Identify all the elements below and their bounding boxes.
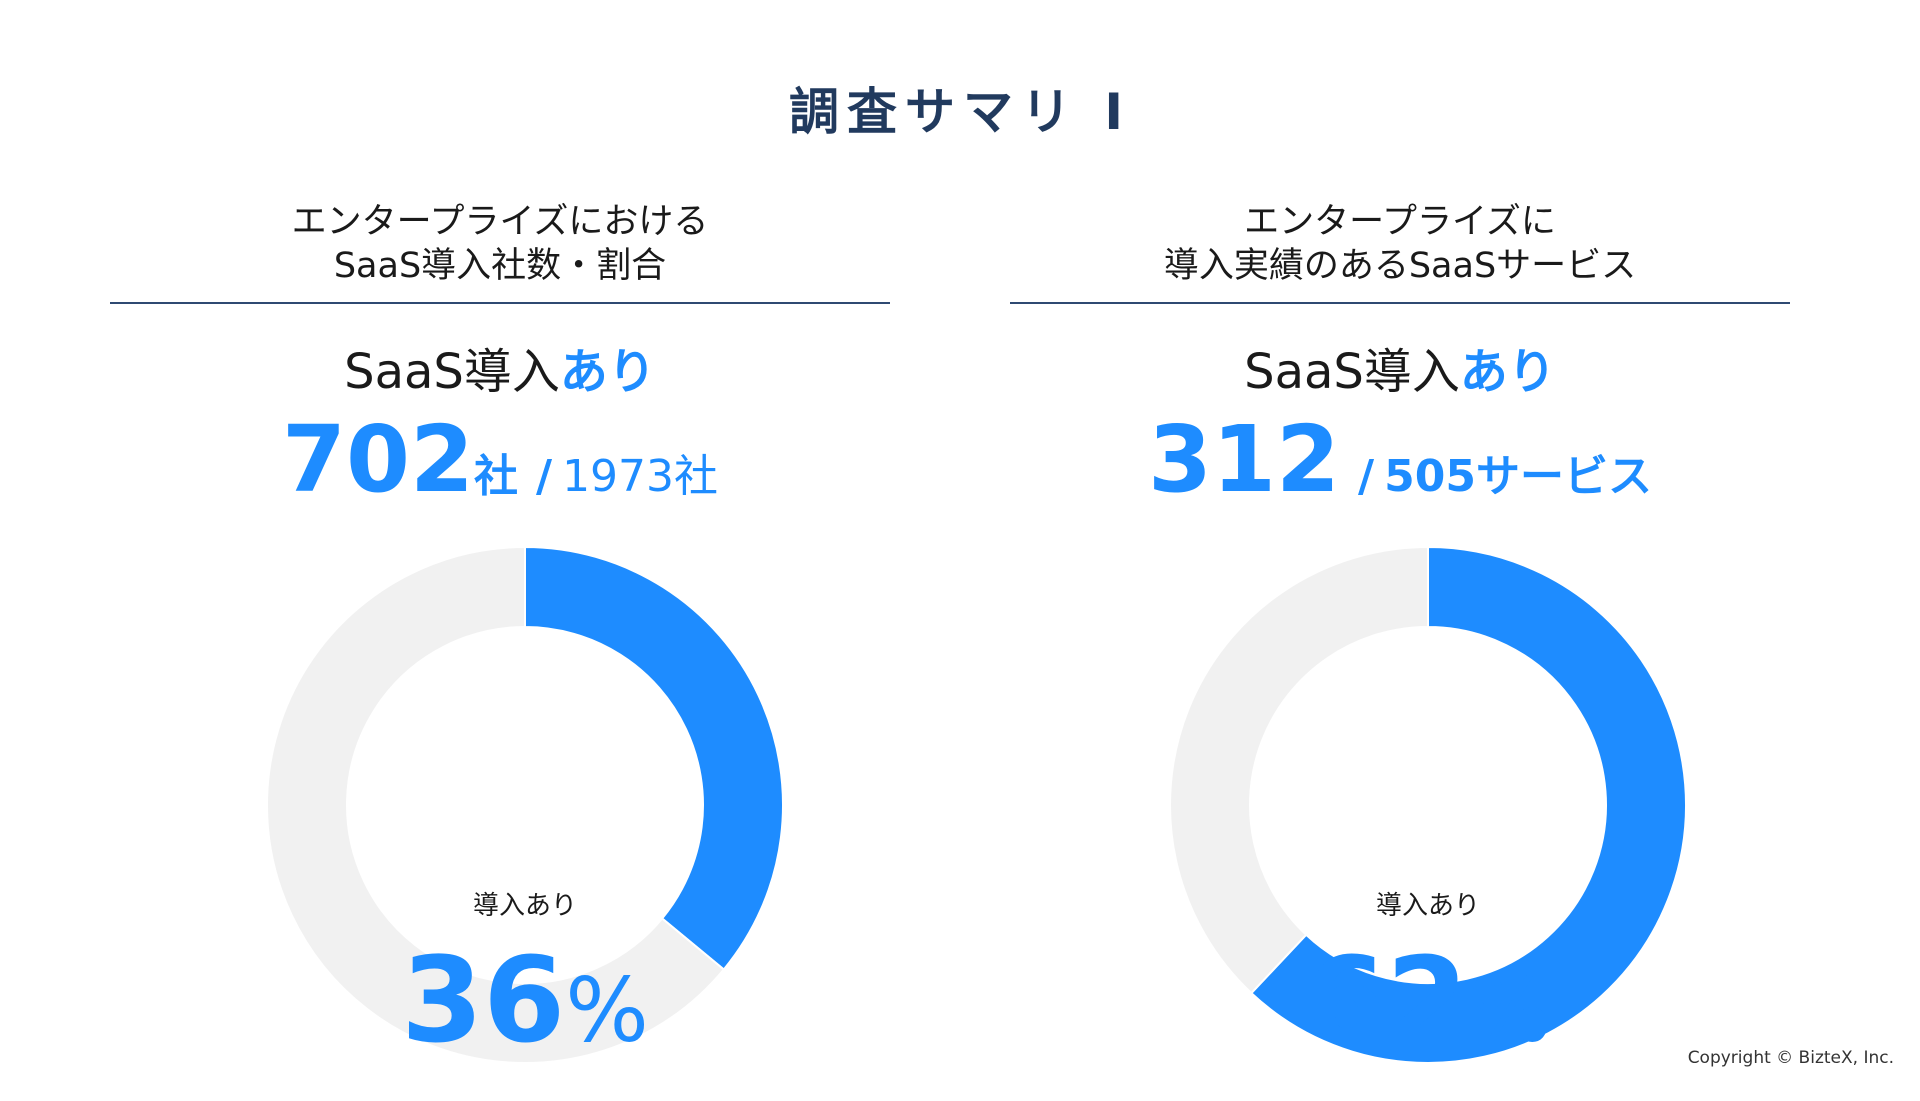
percent-sign: % bbox=[565, 959, 649, 1062]
donut-center-label: 導入あり bbox=[1375, 891, 1480, 921]
count-slash: / bbox=[1358, 451, 1375, 502]
intro-prefix: SaaS導入 bbox=[344, 344, 560, 400]
percent-value: 36 bbox=[401, 931, 566, 1069]
intro-accent: あり bbox=[1459, 344, 1556, 400]
donut-chart: 導入あり 62% bbox=[1168, 545, 1688, 1065]
left-panel: エンタープライズにおける SaaS導入社数・割合 SaaS導入あり 702社 /1… bbox=[110, 200, 890, 1065]
count-total: 1973社 bbox=[562, 451, 719, 502]
page-title: 調査サマリ Ⅰ bbox=[788, 83, 1131, 141]
count-total: 505サービス bbox=[1384, 451, 1652, 502]
count-value: 702 bbox=[281, 406, 474, 513]
panel-title: エンタープライズに 導入実績のあるSaaSサービス bbox=[1010, 200, 1790, 288]
donut-center-percent: 36% bbox=[265, 935, 785, 1101]
donut-slice-adopted bbox=[1249, 545, 1687, 1064]
donut-center-percent: 62% bbox=[1168, 935, 1688, 1101]
percent-sign: % bbox=[1468, 959, 1552, 1062]
divider bbox=[110, 302, 890, 304]
intro-label: SaaS導入あり bbox=[110, 342, 890, 402]
count-stat: 312/505サービス bbox=[1010, 410, 1790, 536]
count-stat: 702社/1973社 bbox=[110, 410, 890, 536]
panel-title-line1: エンタープライズにおける bbox=[291, 202, 709, 242]
donut-slice-adopted bbox=[524, 545, 784, 971]
donut-slice-remainder bbox=[266, 545, 726, 1064]
intro-accent: あり bbox=[559, 344, 656, 400]
copyright: Copyright © BizteX, Inc. bbox=[1687, 1048, 1894, 1068]
donut-svg bbox=[1169, 545, 1687, 1064]
donut-slice-remainder bbox=[1169, 545, 1429, 995]
panel-title: エンタープライズにおける SaaS導入社数・割合 bbox=[110, 200, 890, 288]
panel-title-line2: SaaS導入社数・割合 bbox=[333, 246, 667, 286]
intro-prefix: SaaS導入 bbox=[1244, 344, 1460, 400]
count-value: 312 bbox=[1148, 406, 1341, 513]
count-slash: / bbox=[535, 451, 553, 502]
right-panel: エンタープライズに 導入実績のあるSaaSサービス SaaS導入あり 312/5… bbox=[1010, 200, 1790, 1065]
donut-svg bbox=[266, 545, 784, 1064]
panel-title-line1: エンタープライズに bbox=[1244, 202, 1556, 242]
percent-value: 62 bbox=[1304, 931, 1469, 1069]
intro-label: SaaS導入あり bbox=[1010, 342, 1790, 402]
donut-chart: 導入あり 36% bbox=[265, 545, 785, 1065]
count-unit: 社 bbox=[473, 451, 518, 502]
divider bbox=[1010, 302, 1790, 304]
donut-center-label: 導入あり bbox=[472, 891, 577, 921]
panel-title-line2: 導入実績のあるSaaSサービス bbox=[1163, 246, 1637, 286]
